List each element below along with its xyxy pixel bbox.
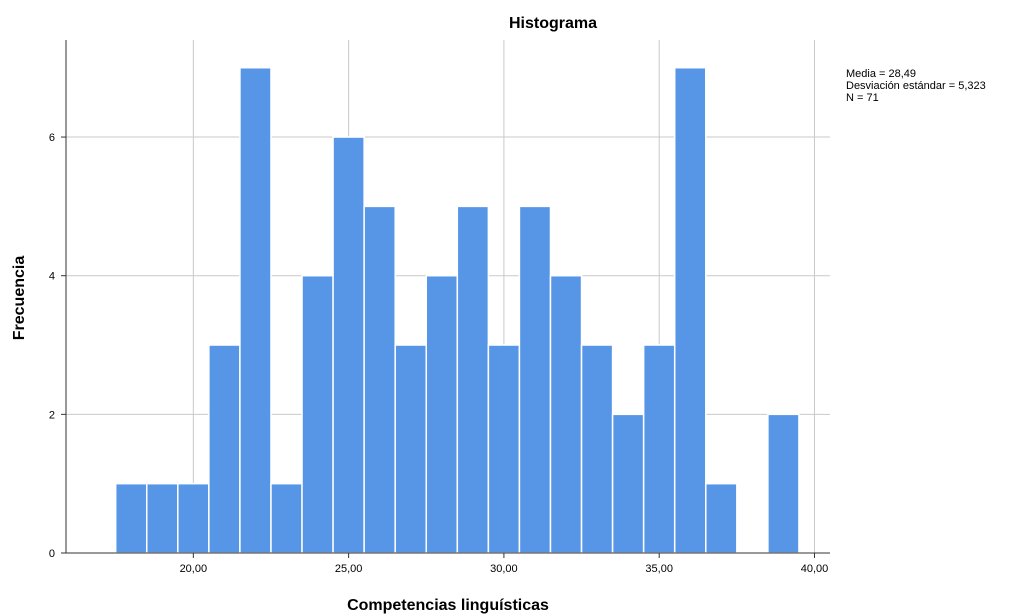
histogram-bar xyxy=(425,274,459,554)
histogram-bar xyxy=(270,482,303,554)
x-tick-label: 30,00 xyxy=(490,563,518,575)
histogram-bar xyxy=(487,344,521,554)
stats-mean: Media = 28,49 xyxy=(846,68,916,80)
stats-std-dev: Desviación estándar = 5,323 xyxy=(846,80,986,92)
histogram-bars xyxy=(114,66,800,554)
histogram-bar xyxy=(767,413,800,554)
histogram-bar xyxy=(239,66,272,554)
x-tick-label: 40,00 xyxy=(801,563,829,575)
y-tick-label: 2 xyxy=(49,409,55,421)
y-axis-label: Frecuencia xyxy=(11,256,28,341)
stats-n: N = 71 xyxy=(846,92,879,104)
histogram-bar xyxy=(518,205,552,554)
histogram-bar xyxy=(301,274,334,554)
histogram-bar xyxy=(114,482,148,554)
histogram-bar xyxy=(177,482,210,554)
histogram-bar xyxy=(145,482,179,554)
histogram-bar xyxy=(363,205,396,554)
chart-title: Histograma xyxy=(509,15,597,32)
histogram-bar xyxy=(456,205,490,554)
statistics-box: Media = 28,49 Desviación estándar = 5,32… xyxy=(846,68,986,104)
histogram-bar xyxy=(332,136,365,554)
tick-labels: 20,00 25,00 30,00 35,00 40,00 0 2 4 6 xyxy=(49,132,828,575)
x-tick-label: 25,00 xyxy=(335,563,363,575)
histogram-bar xyxy=(549,274,583,554)
x-tick-label: 35,00 xyxy=(645,563,673,575)
x-axis-label: Competencias linguísticas xyxy=(347,597,549,614)
y-tick-label: 4 xyxy=(49,271,55,283)
histogram-bar xyxy=(673,66,707,554)
histogram-bar xyxy=(394,344,428,554)
histogram-bar xyxy=(705,482,738,554)
y-tick-label: 6 xyxy=(49,132,55,144)
histogram-bar xyxy=(642,344,676,554)
histogram-bar xyxy=(611,413,645,554)
x-tick-label: 20,00 xyxy=(180,563,208,575)
histogram-bar xyxy=(580,344,614,554)
histogram-bar xyxy=(208,344,241,554)
y-tick-label: 0 xyxy=(49,548,55,560)
